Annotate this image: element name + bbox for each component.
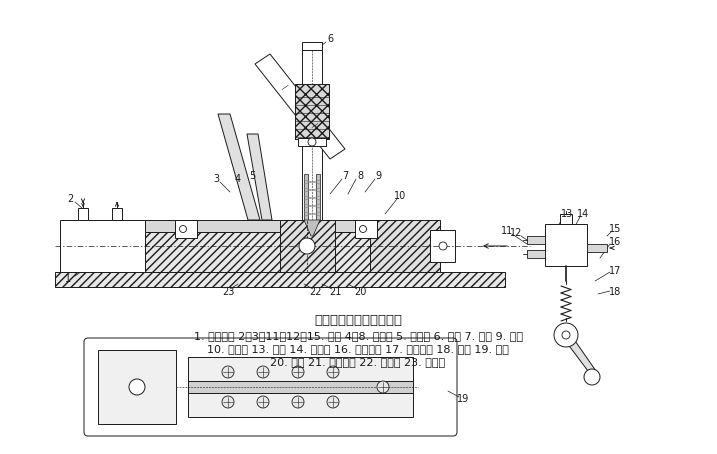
Bar <box>298 138 326 146</box>
Bar <box>145 220 415 232</box>
Polygon shape <box>304 220 320 236</box>
Text: 10. 支撑板 13. 顶杆 14. 换向阀 16. 回程弹簧 17. 钻床手柄 18. 凸轮 19. 螺钉: 10. 支撑板 13. 顶杆 14. 换向阀 16. 回程弹簧 17. 钻床手柄… <box>207 344 509 354</box>
Text: 1. 驱动气缸 2、3、11、12、15. 气嘴 4、8. 夹紧块 5. 支撑架 6. 钻头 7. 工件 9. 垫板: 1. 驱动气缸 2、3、11、12、15. 气嘴 4、8. 夹紧块 5. 支撑架… <box>194 331 523 341</box>
Text: 气动夹紧连续钻孔装置图: 气动夹紧连续钻孔装置图 <box>314 315 402 327</box>
Bar <box>527 236 545 244</box>
Text: 9: 9 <box>375 171 381 181</box>
Circle shape <box>327 366 339 378</box>
Polygon shape <box>255 54 345 159</box>
Text: 22: 22 <box>310 287 322 297</box>
Text: 20: 20 <box>353 287 366 297</box>
Circle shape <box>327 396 339 408</box>
Bar <box>188 381 413 393</box>
Bar <box>60 220 145 272</box>
Polygon shape <box>316 174 320 220</box>
Circle shape <box>377 381 389 393</box>
Circle shape <box>439 242 447 250</box>
Bar <box>280 220 335 272</box>
Circle shape <box>292 366 304 378</box>
Text: 3: 3 <box>213 174 219 184</box>
Circle shape <box>179 226 186 232</box>
FancyBboxPatch shape <box>84 338 457 436</box>
Text: 17: 17 <box>609 266 621 276</box>
Text: 6: 6 <box>327 34 333 44</box>
Polygon shape <box>247 134 272 220</box>
Text: 12: 12 <box>510 228 522 238</box>
Text: 20. 螺杆 21. 退料簧片 22. 导向块 23. 活塞杆: 20. 螺杆 21. 退料簧片 22. 导向块 23. 活塞杆 <box>270 357 445 367</box>
Bar <box>545 224 587 266</box>
Polygon shape <box>561 335 596 371</box>
Bar <box>295 84 329 139</box>
Bar <box>98 350 176 424</box>
Text: 11: 11 <box>501 226 513 236</box>
Circle shape <box>359 226 366 232</box>
Text: 1: 1 <box>65 274 71 284</box>
Bar <box>78 208 88 220</box>
Text: 21: 21 <box>329 287 341 297</box>
Circle shape <box>308 138 316 146</box>
Text: 14: 14 <box>577 209 589 219</box>
Text: 4: 4 <box>235 174 241 184</box>
Circle shape <box>562 331 570 339</box>
Text: 15: 15 <box>609 224 621 234</box>
Bar <box>55 272 505 287</box>
Bar <box>175 220 197 238</box>
Text: 16: 16 <box>609 237 621 247</box>
Circle shape <box>257 396 269 408</box>
Bar <box>188 357 413 417</box>
Bar <box>560 214 572 224</box>
Circle shape <box>584 369 600 385</box>
Bar <box>587 244 607 252</box>
Circle shape <box>257 366 269 378</box>
Text: 18: 18 <box>609 287 621 297</box>
Text: 19: 19 <box>457 394 469 404</box>
Text: 10: 10 <box>394 191 406 201</box>
Bar <box>527 250 545 258</box>
Bar <box>370 220 440 272</box>
Circle shape <box>222 366 234 378</box>
Circle shape <box>554 323 578 347</box>
Bar <box>145 232 415 272</box>
Text: 13: 13 <box>561 209 573 219</box>
Circle shape <box>222 396 234 408</box>
Bar <box>302 42 322 50</box>
Bar <box>302 50 322 220</box>
Circle shape <box>292 396 304 408</box>
Text: 8: 8 <box>357 171 363 181</box>
Bar <box>355 220 377 238</box>
Circle shape <box>299 238 315 254</box>
Circle shape <box>129 379 145 395</box>
Bar <box>112 208 122 220</box>
Text: 2: 2 <box>67 194 73 204</box>
Text: 5: 5 <box>249 171 255 181</box>
Polygon shape <box>304 174 308 220</box>
Bar <box>430 230 455 262</box>
Text: 23: 23 <box>222 287 234 297</box>
Text: 7: 7 <box>342 171 348 181</box>
Polygon shape <box>218 114 260 220</box>
